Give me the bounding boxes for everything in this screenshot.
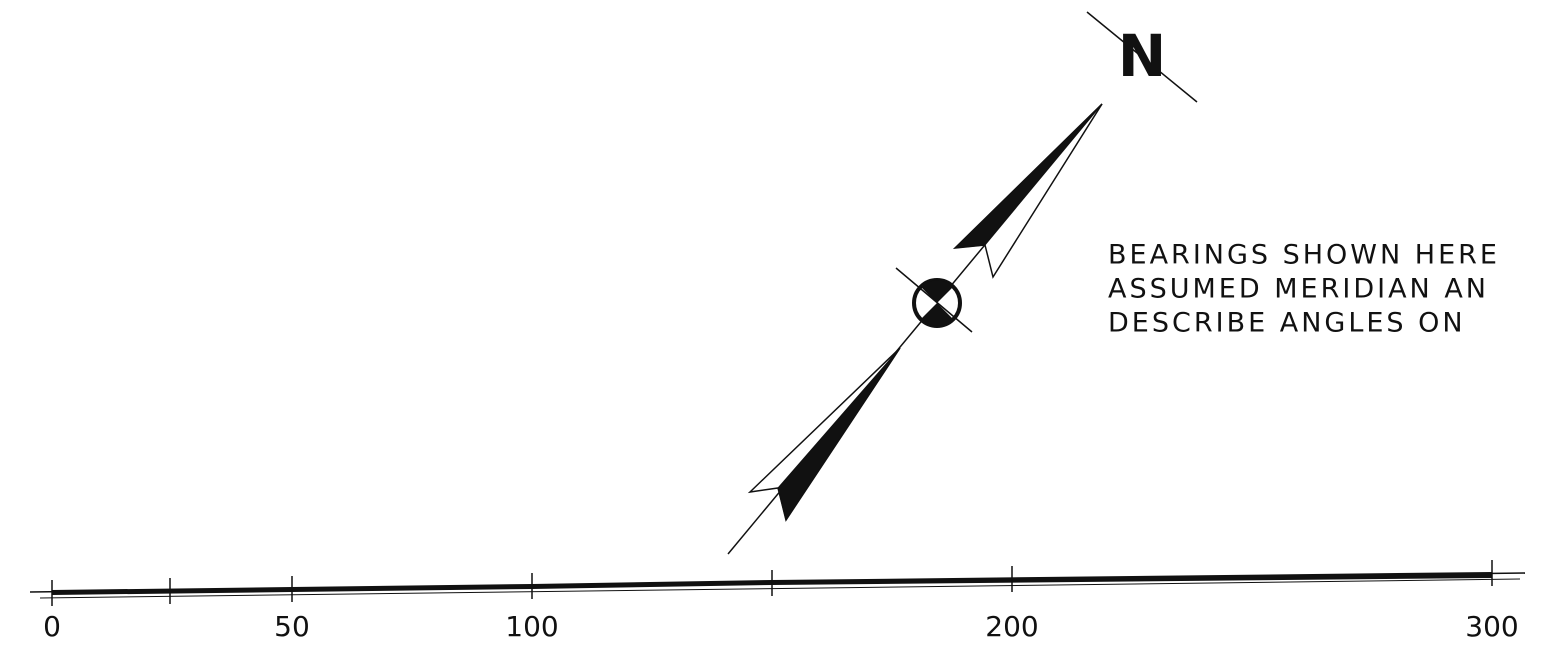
- scale-label: 300: [1465, 610, 1518, 643]
- scale-line: [39, 578, 1521, 599]
- north-label: N: [1118, 22, 1167, 90]
- scale-label: 0: [43, 610, 61, 643]
- cross-line: [895, 267, 973, 333]
- north-slash: [1086, 11, 1198, 103]
- scale-segment: [292, 584, 532, 592]
- scale-label: 100: [505, 610, 558, 643]
- north-arrow: [727, 11, 1198, 555]
- arrow-tail-fill: [777, 347, 901, 522]
- scale-segment: [52, 587, 292, 595]
- note-line: ASSUMED MERIDIAN AN: [1108, 274, 1489, 305]
- scale-segment: [772, 572, 1492, 585]
- scale-bar: [29, 560, 1526, 606]
- circle-quadrant: [921, 280, 953, 303]
- scale-label: 200: [985, 610, 1038, 643]
- note-line: DESCRIBE ANGLES ON: [1108, 308, 1466, 339]
- note-line: BEARINGS SHOWN HERE: [1108, 240, 1500, 271]
- circle-quadrant: [921, 303, 953, 326]
- scale-labels: 0 50 100 200 300: [43, 610, 1519, 643]
- scale-label: 50: [274, 610, 310, 643]
- scale-segment: [532, 580, 772, 589]
- arrow-head-fill: [953, 103, 1103, 249]
